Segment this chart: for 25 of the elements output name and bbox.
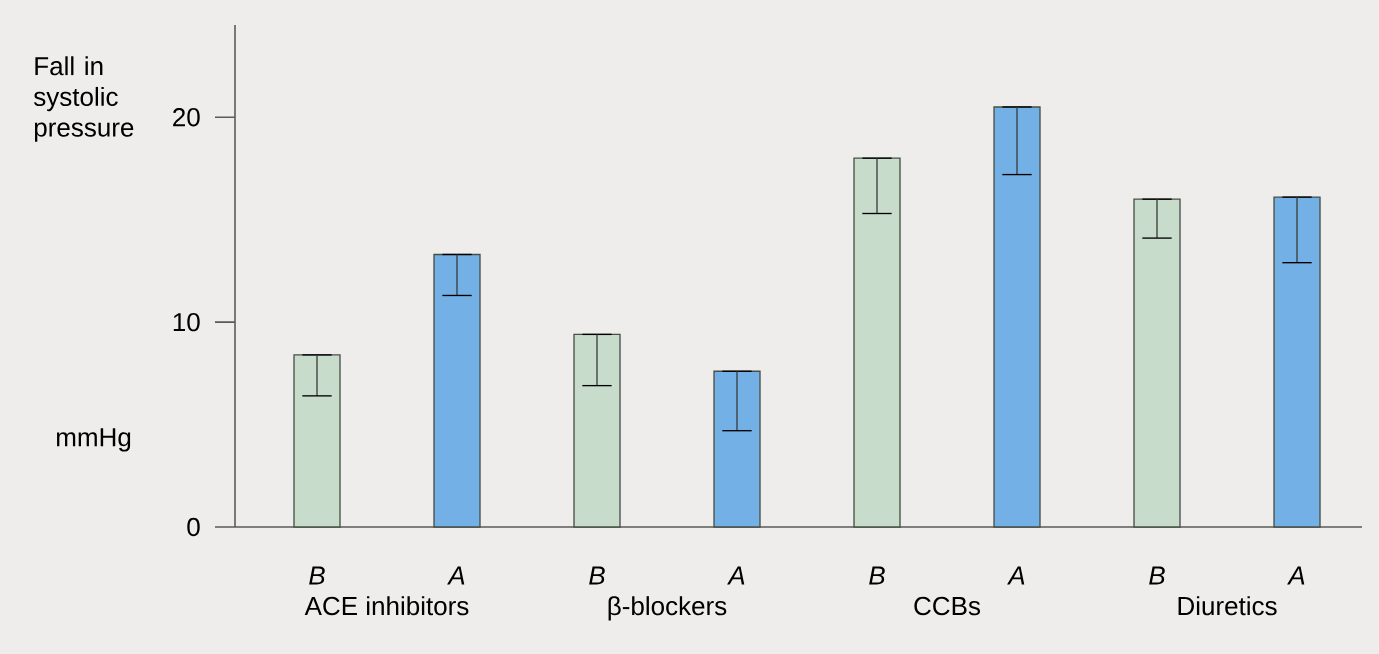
bar [853, 157, 901, 528]
x-tick-label: A [1287, 566, 1305, 585]
y-tick-label: 0 [187, 517, 200, 537]
x-tick-label: B [869, 566, 885, 585]
bar [293, 354, 341, 528]
x-tick-label: A [727, 566, 745, 585]
bar [713, 370, 761, 528]
x-tick-label: B [1149, 566, 1165, 585]
bar [993, 106, 1041, 528]
bar [1133, 198, 1181, 528]
y-tick-label: 20 [173, 108, 200, 127]
x-tick-label: A [1007, 566, 1025, 585]
x-tick-label: B [309, 566, 325, 585]
text: Diuretics [1178, 596, 1277, 616]
x-tick-label: A [447, 566, 465, 585]
bar [433, 253, 481, 528]
bar [573, 333, 621, 528]
y-tick-label: 10 [173, 312, 200, 332]
text: CCBs [914, 596, 981, 616]
text: mmHg [57, 428, 131, 452]
text: β-blockers [608, 596, 727, 621]
text: ACE inhibitors [304, 596, 469, 616]
x-tick-label: B [589, 566, 605, 585]
y-axis-title: Fall in systolic pressure [34, 56, 134, 142]
bar [1273, 196, 1321, 528]
